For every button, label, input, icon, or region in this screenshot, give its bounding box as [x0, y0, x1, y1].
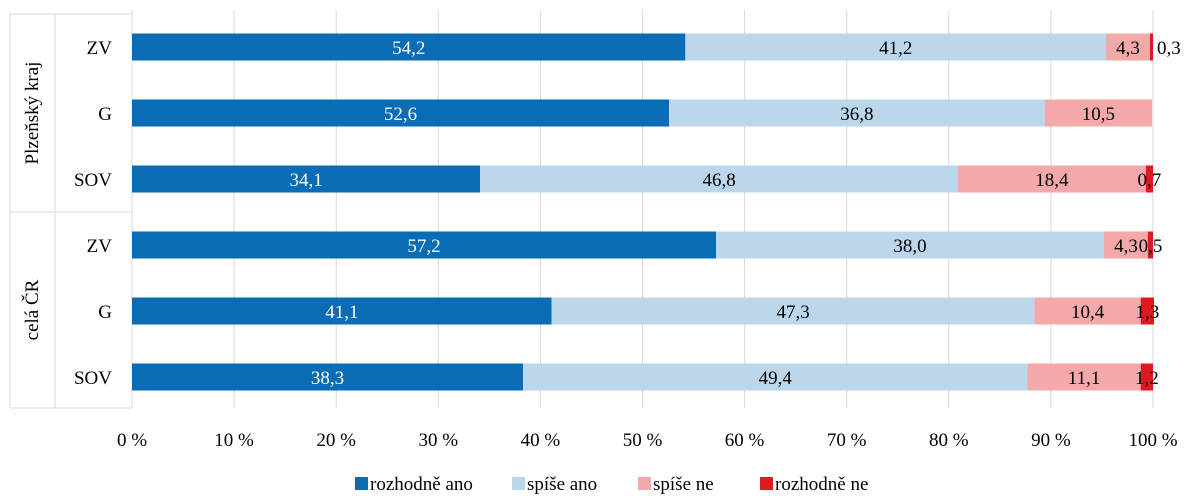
bar-segment	[1140, 363, 1153, 391]
bar-segment	[1149, 33, 1153, 61]
bar-segment	[132, 363, 524, 391]
bar-segment	[1044, 99, 1152, 127]
data-label: 0,3	[1157, 38, 1181, 59]
legend: rozhodně ano spíše ano spíše ne rozhodně ne	[355, 474, 868, 495]
data-label: 57,2	[407, 236, 440, 257]
legend-label: rozhodně ne	[775, 474, 868, 495]
category-label: G	[98, 104, 112, 125]
category-label: SOV	[74, 368, 112, 389]
bar-segment	[669, 99, 1045, 127]
data-label: 0,7	[1138, 170, 1162, 191]
bar-segment	[1147, 231, 1153, 259]
bar-segment	[132, 231, 717, 259]
data-label: 49,4	[759, 368, 793, 389]
category-label: SOV	[74, 170, 112, 191]
x-tick-label: 60 %	[725, 430, 765, 451]
group-label: celá ČR	[21, 279, 43, 340]
bar-segment	[132, 99, 670, 127]
data-label: 36,8	[840, 104, 873, 125]
data-label: 1,3	[1136, 302, 1160, 323]
x-tick-label: 0 %	[117, 430, 147, 451]
category-label: ZV	[87, 38, 113, 59]
bar-segment	[132, 165, 481, 193]
x-tick-label: 10 %	[214, 430, 254, 451]
data-label: 0,5	[1139, 236, 1163, 257]
x-tick-label: 90 %	[1031, 430, 1071, 451]
bar-segment	[957, 165, 1146, 193]
x-tick-label: 80 %	[929, 430, 969, 451]
data-label: 18,4	[1035, 170, 1069, 191]
data-label: 46,8	[702, 170, 735, 191]
category-label: ZV	[87, 236, 113, 257]
data-label: 1,2	[1135, 368, 1159, 389]
data-label: 41,2	[879, 38, 912, 59]
legend-label: spíše ano	[527, 474, 597, 495]
bar-segment	[716, 231, 1104, 259]
bar-segment	[523, 363, 1028, 391]
data-label: 38,0	[893, 236, 926, 257]
bar-segment	[1103, 231, 1148, 259]
x-tick-label: 40 %	[521, 430, 561, 451]
bar-segment	[1034, 297, 1141, 325]
bar-segment	[685, 33, 1107, 61]
x-tick-label: 20 %	[316, 430, 356, 451]
legend-label: spíše ne	[653, 474, 714, 495]
data-label: 38,3	[311, 368, 344, 389]
x-tick-labels: 0 % 10 % 20 % 30 % 40 % 50 % 60 % 70 % 80 % 90 % 1…	[117, 430, 1178, 451]
data-label: 10,4	[1071, 302, 1105, 323]
data-label: 41,1	[325, 302, 358, 323]
legend-swatch	[760, 477, 773, 490]
data-label: 52,6	[384, 104, 417, 125]
group-label: Plzeňský kraj	[22, 62, 43, 165]
data-label: 54,2	[392, 38, 425, 59]
x-tick-label: 70 %	[827, 430, 867, 451]
bar-segment	[1140, 297, 1155, 325]
x-tick-label: 100 %	[1128, 430, 1177, 451]
legend-swatch	[355, 477, 368, 490]
x-tick-label: 50 %	[623, 430, 663, 451]
category-label: G	[98, 302, 112, 323]
data-label: 11,1	[1068, 368, 1101, 389]
data-label: 4,3	[1116, 38, 1140, 59]
bar-segment	[1106, 33, 1150, 61]
gridlines	[131, 10, 1154, 408]
bar-segment	[132, 33, 686, 61]
x-tick-label: 30 %	[419, 430, 459, 451]
bar-segment	[480, 165, 958, 193]
data-labels: 54,2 41,2 4,3 0,3 52,6 36,8 10,5 34,1 46,8 18,4 0,…	[289, 38, 1180, 389]
bar-segment	[1145, 165, 1153, 193]
bar-segment	[132, 297, 552, 325]
legend-swatch	[638, 477, 651, 490]
data-label: 47,3	[776, 302, 809, 323]
data-label: 10,5	[1082, 104, 1115, 125]
data-label: 4,3	[1114, 236, 1138, 257]
data-label: 34,1	[289, 170, 322, 191]
category-labels: Plzeňský kraj celá ČR ZV G SOV ZV G SOV	[21, 38, 112, 389]
bar-segment	[1027, 363, 1141, 391]
legend-swatch	[512, 477, 525, 490]
bars	[132, 33, 1155, 391]
legend-label: rozhodně ano	[370, 474, 473, 495]
bar-segment	[551, 297, 1035, 325]
